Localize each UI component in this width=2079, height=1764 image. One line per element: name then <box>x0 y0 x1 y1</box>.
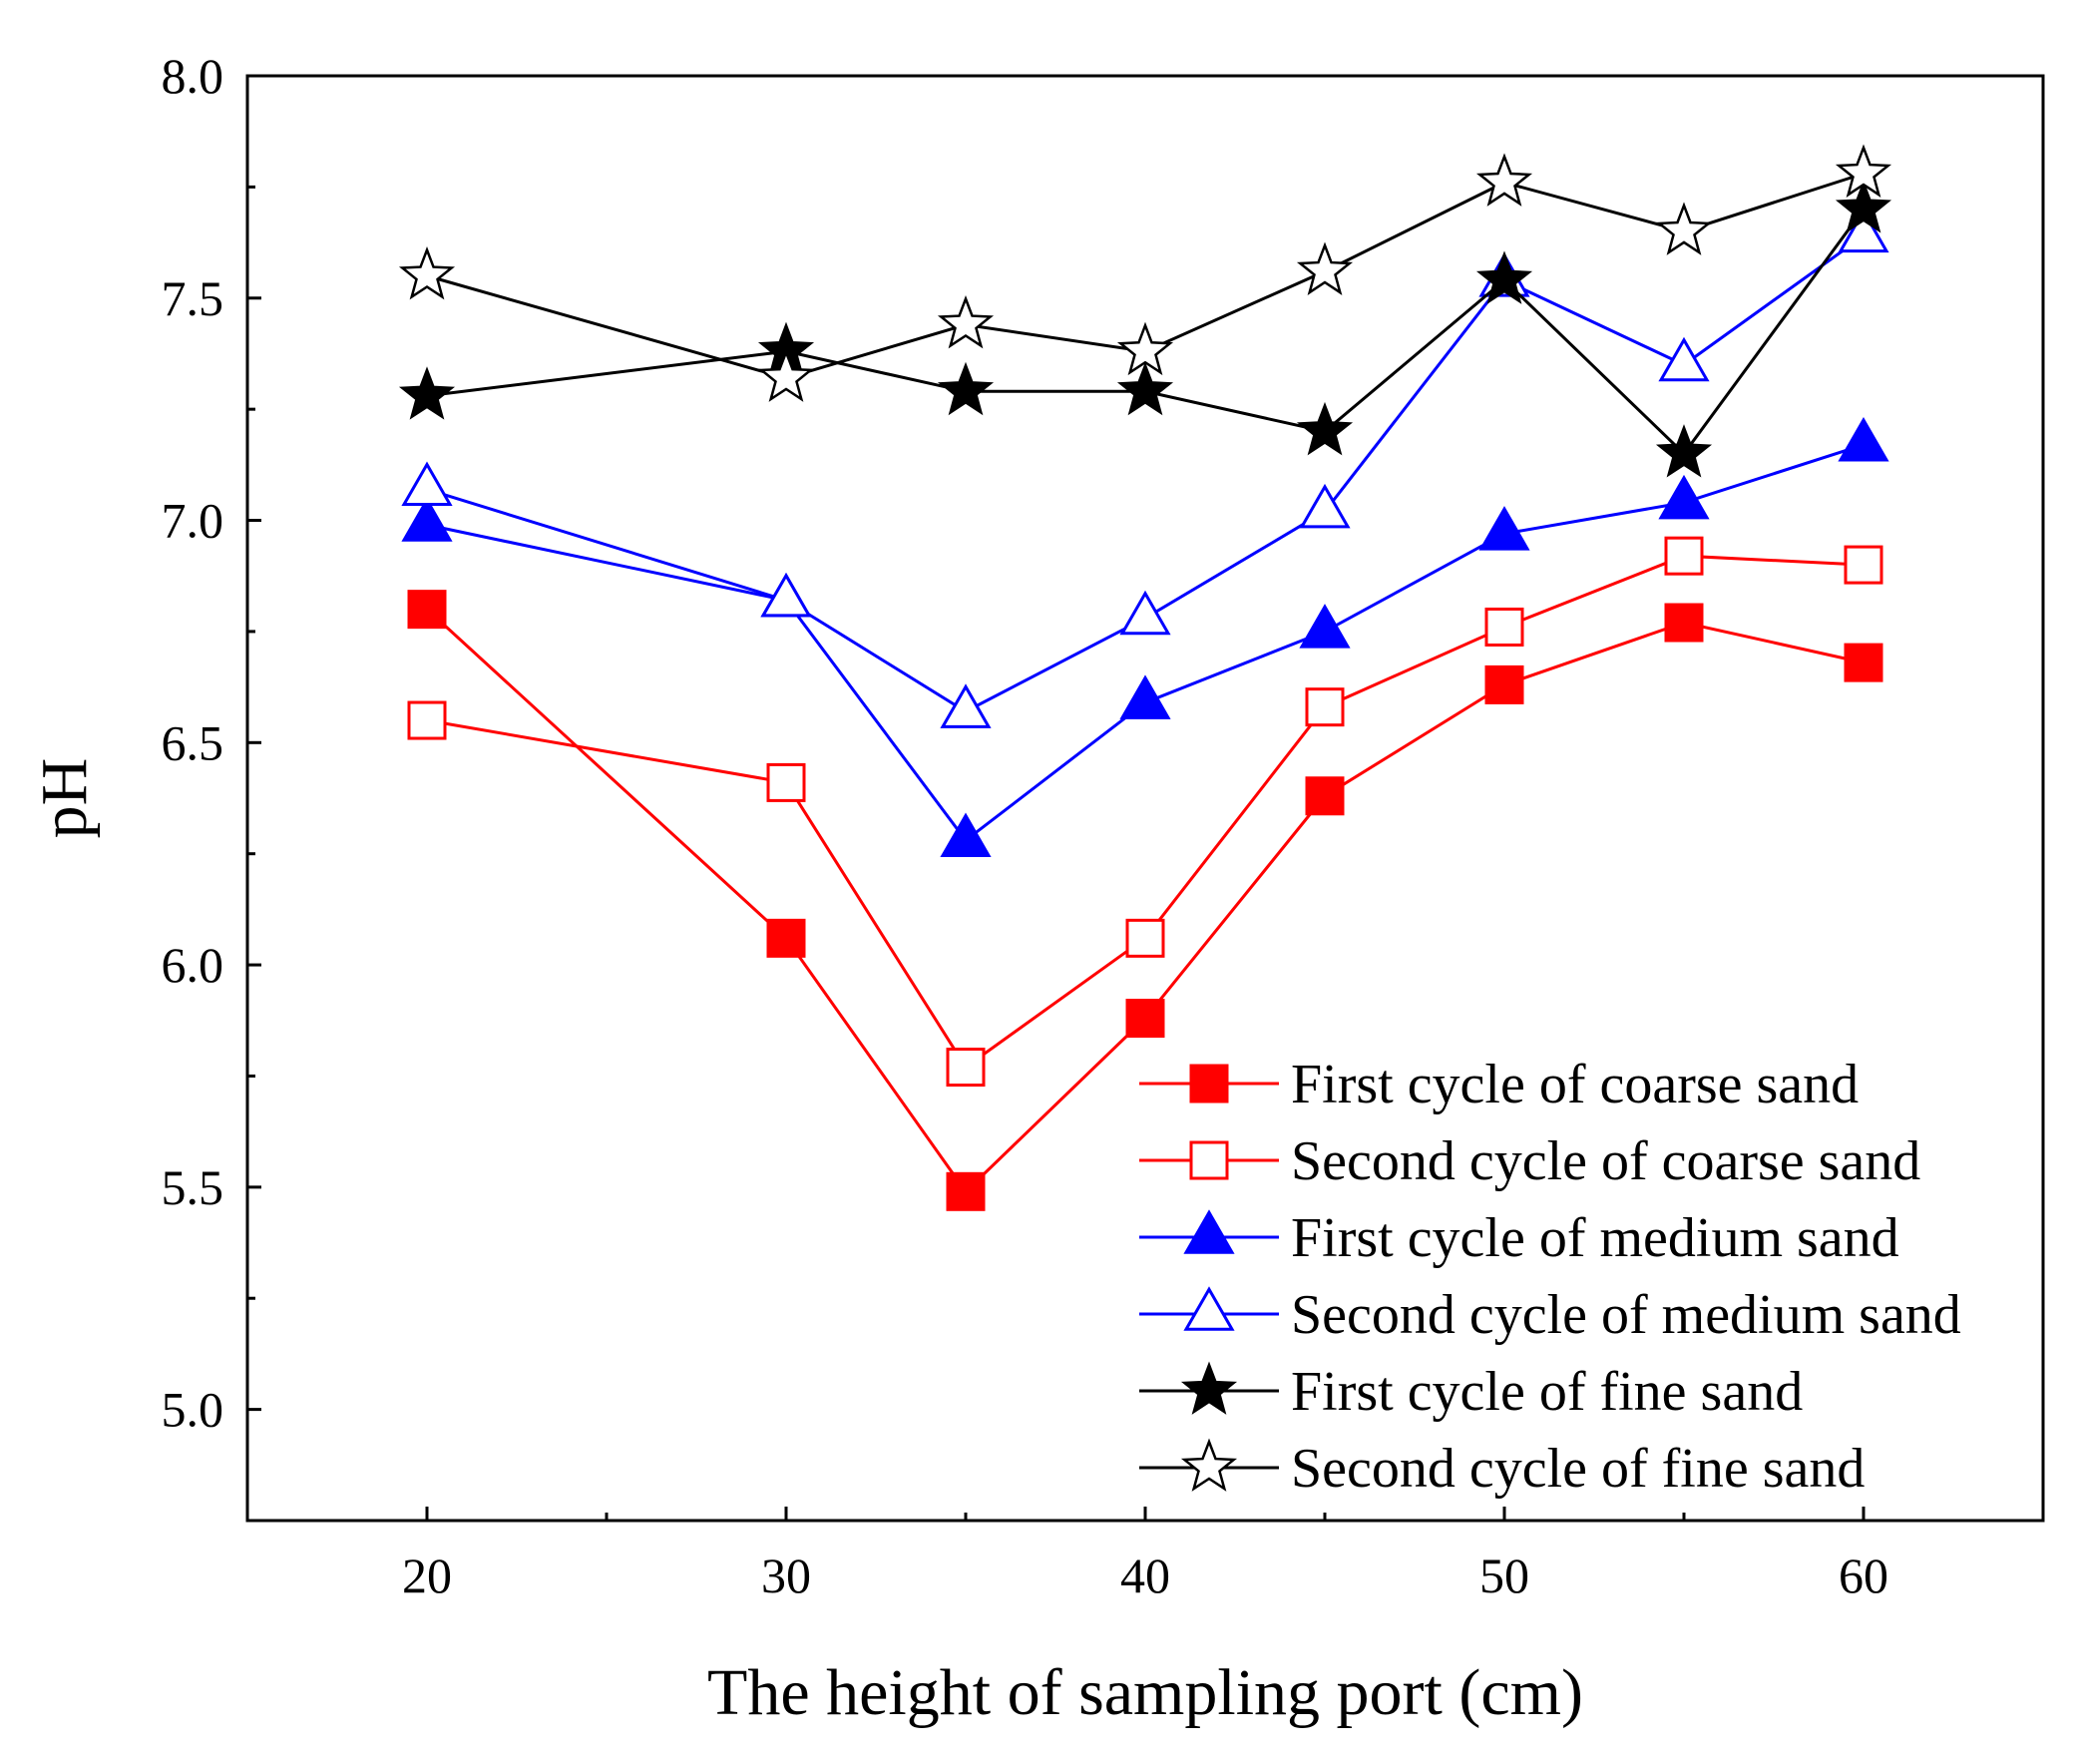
x-tick-label: 50 <box>1479 1547 1529 1603</box>
data-point <box>1838 416 1889 462</box>
legend-entry: Second cycle of coarse sand <box>1139 1130 1920 1192</box>
data-point <box>1655 424 1713 478</box>
series-4 <box>401 208 1889 728</box>
legend-entry: First cycle of medium sand <box>1139 1207 1899 1269</box>
legend-marker <box>1189 1140 1229 1180</box>
data-point <box>1296 241 1354 295</box>
legend-label: Second cycle of fine sand <box>1291 1438 1865 1500</box>
data-point <box>1116 361 1174 416</box>
data-point <box>946 1171 986 1211</box>
series-line <box>426 443 1865 843</box>
legend: First cycle of coarse sand Second cycle o… <box>1139 1054 1961 1500</box>
data-point <box>398 245 456 300</box>
data-point <box>1835 144 1892 198</box>
data-point <box>1838 208 1889 253</box>
data-point <box>407 700 447 740</box>
legend-marker <box>1183 1209 1235 1254</box>
series-1 <box>407 590 1883 1211</box>
data-point <box>1475 250 1533 304</box>
data-point <box>1484 607 1524 647</box>
legend-marker <box>1180 1361 1238 1415</box>
x-tick-label: 30 <box>761 1547 811 1603</box>
data-point <box>1125 918 1165 958</box>
y-tick-label: 5.0 <box>162 1382 224 1438</box>
y-axis-title: pH <box>28 758 101 839</box>
data-point <box>757 348 815 402</box>
data-point <box>1119 674 1171 719</box>
x-tick-label: 20 <box>402 1547 452 1603</box>
data-point <box>1658 474 1710 520</box>
data-point <box>937 361 995 416</box>
series-line <box>425 608 1865 1194</box>
series-layer <box>398 144 1892 1211</box>
data-point <box>1844 545 1883 585</box>
data-point <box>937 294 995 349</box>
data-point <box>401 497 453 542</box>
data-point <box>766 918 806 958</box>
legend-marker <box>1180 1438 1238 1492</box>
data-point <box>766 762 806 802</box>
data-point <box>1664 536 1704 576</box>
legend-entry: First cycle of coarse sand <box>1139 1054 1859 1115</box>
legend-entry: First cycle of fine sand <box>1139 1361 1803 1423</box>
data-point <box>1299 604 1351 649</box>
legend-marker <box>1189 1064 1229 1103</box>
x-axis: 20 30 40 50 60 <box>402 1507 1888 1603</box>
legend-label: Second cycle of coarse sand <box>1291 1130 1920 1192</box>
y-tick-label: 7.0 <box>162 493 224 549</box>
data-point <box>1119 590 1171 636</box>
data-point <box>946 1048 986 1088</box>
data-point <box>1475 153 1533 207</box>
data-point <box>1664 603 1704 643</box>
data-point <box>1305 776 1345 816</box>
data-point <box>1478 506 1530 551</box>
data-point <box>1835 180 1892 233</box>
legend-label: Second cycle of medium sand <box>1291 1284 1961 1346</box>
data-point <box>1844 643 1883 682</box>
data-point <box>1116 321 1174 376</box>
data-point <box>1658 336 1710 382</box>
series-line <box>426 172 1865 380</box>
y-tick-label: 7.5 <box>162 270 224 326</box>
data-point <box>407 590 447 630</box>
legend-label: First cycle of medium sand <box>1291 1207 1899 1269</box>
series-line <box>426 554 1865 1070</box>
x-axis-title: The height of sampling port (cm) <box>707 1656 1583 1729</box>
y-axis: 5.0 5.5 6.0 6.5 7.0 7.5 8.0 <box>162 48 261 1438</box>
data-point <box>1299 483 1351 529</box>
data-point <box>1296 401 1354 456</box>
series-6 <box>398 144 1892 402</box>
legend-label: First cycle of coarse sand <box>1291 1054 1859 1115</box>
data-point <box>1125 999 1165 1039</box>
series-line <box>426 208 1866 456</box>
y-tick-label: 5.5 <box>162 1159 224 1215</box>
y-tick-label: 6.0 <box>162 937 224 993</box>
data-point <box>1305 687 1345 727</box>
data-point <box>940 812 992 858</box>
x-tick-label: 60 <box>1839 1547 1888 1603</box>
data-point <box>1655 202 1713 255</box>
data-point <box>1484 664 1524 704</box>
y-tick-label: 6.5 <box>162 714 224 770</box>
data-point <box>940 683 992 728</box>
legend-entry: Second cycle of medium sand <box>1139 1284 1961 1346</box>
data-point <box>398 366 456 420</box>
y-tick-label: 8.0 <box>162 48 224 104</box>
x-tick-label: 40 <box>1120 1547 1170 1603</box>
legend-label: First cycle of fine sand <box>1291 1361 1803 1423</box>
data-point <box>401 461 453 507</box>
data-point <box>760 572 812 618</box>
legend-entry: Second cycle of fine sand <box>1139 1438 1865 1500</box>
legend-marker <box>1183 1286 1235 1331</box>
series-2 <box>407 536 1883 1088</box>
series-line <box>426 234 1865 713</box>
